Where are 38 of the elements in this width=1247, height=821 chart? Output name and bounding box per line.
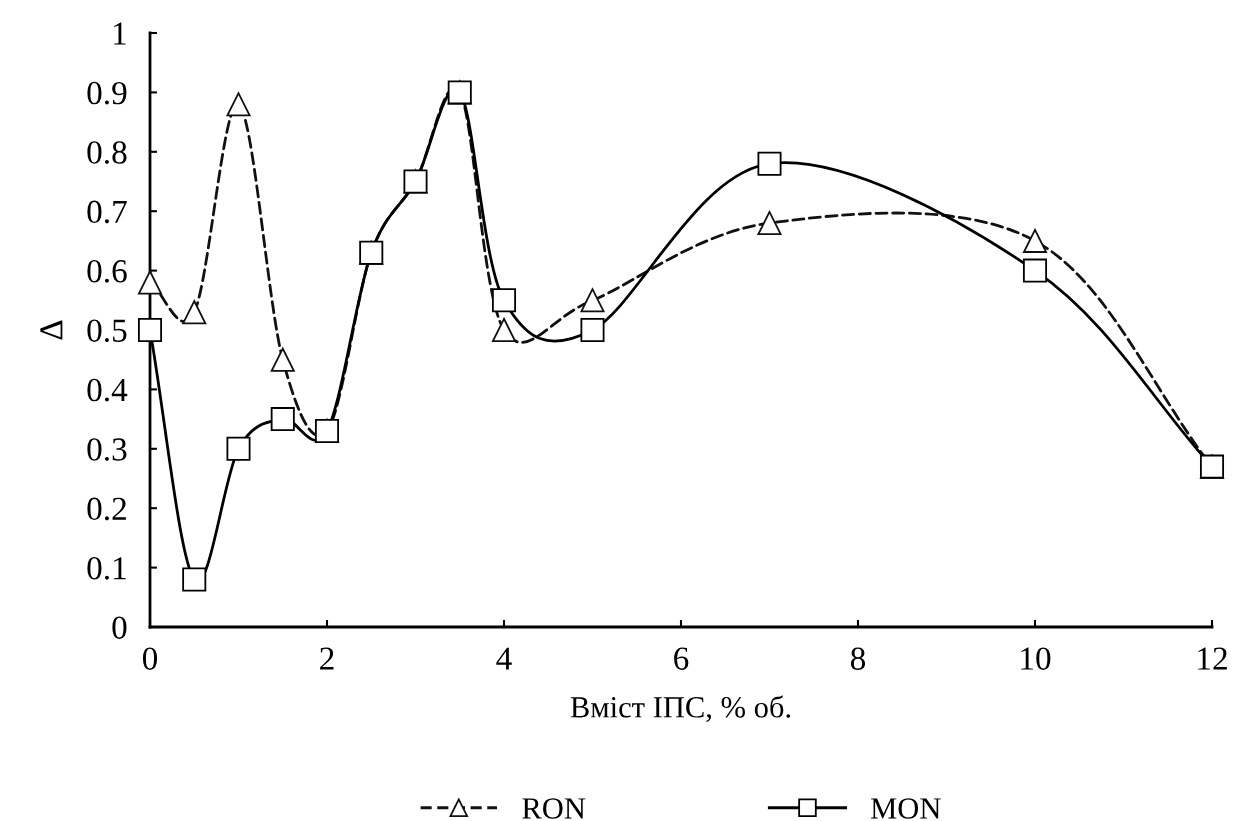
y-tick-label: 0.4 bbox=[87, 378, 128, 402]
point bbox=[182, 300, 207, 325]
point bbox=[580, 288, 605, 313]
y-tick-label: 0.9 bbox=[87, 81, 127, 105]
y-tick-label: 1 bbox=[114, 22, 126, 45]
x-axis-title: Вміст ІПС, % об. bbox=[570, 695, 791, 723]
point bbox=[226, 92, 251, 117]
point bbox=[226, 436, 251, 461]
y-axis-title: Δ bbox=[40, 320, 63, 340]
x-tick-label: 6 bbox=[674, 647, 689, 670]
y-tick-label: 0.5 bbox=[87, 319, 127, 343]
x-tick-label: 2 bbox=[320, 647, 334, 670]
x-tick-label: 10 bbox=[1021, 647, 1051, 670]
point bbox=[137, 317, 163, 343]
point bbox=[491, 288, 517, 313]
point bbox=[1022, 258, 1048, 283]
point bbox=[182, 567, 207, 592]
point bbox=[1022, 228, 1048, 253]
point bbox=[757, 151, 782, 176]
point bbox=[580, 317, 605, 343]
point bbox=[491, 317, 517, 343]
legend-label: MON bbox=[870, 798, 941, 819]
point bbox=[270, 347, 295, 372]
y-tick-label: 0.8 bbox=[87, 141, 127, 164]
y-tick-label: 0.7 bbox=[87, 200, 127, 224]
x-tick-label: 12 bbox=[1198, 647, 1227, 670]
y-tick-label: 0.6 bbox=[87, 260, 127, 283]
legend-label: RON bbox=[522, 798, 586, 819]
x-tick-label: 0 bbox=[142, 647, 158, 670]
y-tick-label: 0.1 bbox=[87, 557, 126, 580]
y-tick-label: 0.3 bbox=[87, 438, 127, 461]
x-tick-label: 4 bbox=[496, 647, 512, 670]
point bbox=[137, 270, 163, 295]
y-tick-label: 0 bbox=[112, 616, 127, 639]
point bbox=[757, 211, 782, 236]
y-tick-label: 0.2 bbox=[87, 497, 126, 521]
x-tick-label: 8 bbox=[850, 647, 866, 670]
point bbox=[270, 407, 295, 432]
